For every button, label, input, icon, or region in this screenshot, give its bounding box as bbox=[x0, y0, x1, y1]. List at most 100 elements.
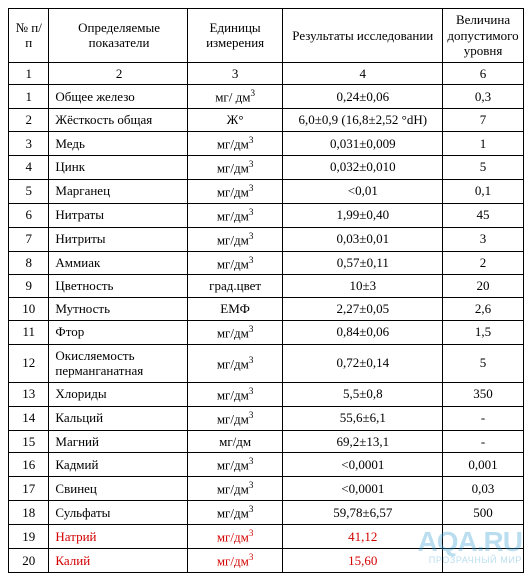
cell-result: 6,0±0,9 (16,8±2,52 °dH) bbox=[283, 109, 443, 132]
cell-num: 13 bbox=[9, 382, 49, 406]
cell-num: 16 bbox=[9, 453, 49, 477]
cell-num: 12 bbox=[9, 344, 49, 382]
cell-num: 17 bbox=[9, 477, 49, 501]
cell-num: 19 bbox=[9, 524, 49, 548]
cell-unit: мг/дм3 bbox=[187, 179, 283, 203]
cell-limit: 1 bbox=[443, 131, 524, 155]
cell-unit: мг/дм3 bbox=[187, 501, 283, 525]
table-row: 3Медьмг/дм30,031±0,0091 bbox=[9, 131, 524, 155]
cell-result: 69,2±13,1 bbox=[283, 430, 443, 453]
cell-unit: мг/дм3 bbox=[187, 382, 283, 406]
table-row: 13Хлоридымг/дм35,5±0,8350 bbox=[9, 382, 524, 406]
cell-unit: мг/дм3 bbox=[187, 548, 283, 572]
cell-result: 0,24±0,06 bbox=[283, 85, 443, 109]
cell-unit: мг/дм3 bbox=[187, 227, 283, 251]
cell-result: 0,031±0,009 bbox=[283, 131, 443, 155]
cell-unit: мг/дм3 bbox=[187, 477, 283, 501]
cell-limit: 0,001 bbox=[443, 453, 524, 477]
cell-limit: 500 bbox=[443, 501, 524, 525]
cell-unit: ЕМФ bbox=[187, 298, 283, 321]
cell-limit: 0,03 bbox=[443, 477, 524, 501]
header-param: Определяемые показатели bbox=[49, 9, 187, 63]
cell-num: 6 bbox=[9, 203, 49, 227]
cell-unit: мг/дм3 bbox=[187, 406, 283, 430]
cell-param: Нитраты bbox=[49, 203, 187, 227]
results-table: № п/п Определяемые показатели Единицы из… bbox=[8, 8, 524, 573]
table-row: 17Свинецмг/дм3<0,00010,03 bbox=[9, 477, 524, 501]
cell-result: <0,01 bbox=[283, 179, 443, 203]
cell-param: Кальций bbox=[49, 406, 187, 430]
cell-param: Кадмий bbox=[49, 453, 187, 477]
cell-param: Свинец bbox=[49, 477, 187, 501]
table-row: 19Натриймг/дм341,12 bbox=[9, 524, 524, 548]
cell-limit bbox=[443, 524, 524, 548]
cell-result: <0,0001 bbox=[283, 477, 443, 501]
cell-limit bbox=[443, 548, 524, 572]
cell-limit: 2 bbox=[443, 251, 524, 275]
cell-unit: мг/дм3 bbox=[187, 155, 283, 179]
table-row: 4Цинкмг/дм30,032±0,0105 bbox=[9, 155, 524, 179]
cell-param: Фтор bbox=[49, 320, 187, 344]
cell-unit: град.цвет bbox=[187, 275, 283, 298]
cell-result: 15,60 bbox=[283, 548, 443, 572]
cell-num: 1 bbox=[9, 85, 49, 109]
cell-result: 2,27±0,05 bbox=[283, 298, 443, 321]
cell-limit: 5 bbox=[443, 344, 524, 382]
cell-num: 20 bbox=[9, 548, 49, 572]
numrow-4: 4 bbox=[283, 62, 443, 85]
cell-num: 15 bbox=[9, 430, 49, 453]
table-row: 7Нитритымг/дм30,03±0,013 bbox=[9, 227, 524, 251]
cell-limit: 2,6 bbox=[443, 298, 524, 321]
cell-limit: 5 bbox=[443, 155, 524, 179]
cell-num: 10 bbox=[9, 298, 49, 321]
cell-limit: 1,5 bbox=[443, 320, 524, 344]
header-result: Результаты исследовании bbox=[283, 9, 443, 63]
numrow-1: 1 bbox=[9, 62, 49, 85]
table-row: 5Марганецмг/дм3<0,010,1 bbox=[9, 179, 524, 203]
cell-param: Магний bbox=[49, 430, 187, 453]
header-num: № п/п bbox=[9, 9, 49, 63]
cell-unit: мг/дм3 bbox=[187, 453, 283, 477]
header-row: № п/п Определяемые показатели Единицы из… bbox=[9, 9, 524, 63]
table-body: 1Общее железомг/ дм30,24±0,060,32Жёсткос… bbox=[9, 85, 524, 572]
cell-unit: мг/дм3 bbox=[187, 131, 283, 155]
cell-param: Нитриты bbox=[49, 227, 187, 251]
table-row: 11Фтормг/дм30,84±0,061,5 bbox=[9, 320, 524, 344]
cell-num: 4 bbox=[9, 155, 49, 179]
table-row: 20Калиймг/дм315,60 bbox=[9, 548, 524, 572]
cell-limit: 350 bbox=[443, 382, 524, 406]
table-row: 8Аммиакмг/дм30,57±0,112 bbox=[9, 251, 524, 275]
cell-num: 14 bbox=[9, 406, 49, 430]
cell-result: 0,84±0,06 bbox=[283, 320, 443, 344]
cell-param: Общее железо bbox=[49, 85, 187, 109]
cell-unit: мг/дм3 bbox=[187, 251, 283, 275]
numbering-row: 1 2 3 4 6 bbox=[9, 62, 524, 85]
cell-result: 5,5±0,8 bbox=[283, 382, 443, 406]
header-unit: Единицы измерения bbox=[187, 9, 283, 63]
cell-limit: 7 bbox=[443, 109, 524, 132]
cell-num: 9 bbox=[9, 275, 49, 298]
cell-limit: 20 bbox=[443, 275, 524, 298]
cell-num: 5 bbox=[9, 179, 49, 203]
cell-limit: 45 bbox=[443, 203, 524, 227]
cell-result: 0,72±0,14 bbox=[283, 344, 443, 382]
cell-result: 1,99±0,40 bbox=[283, 203, 443, 227]
cell-param: Цинк bbox=[49, 155, 187, 179]
cell-param: Марганец bbox=[49, 179, 187, 203]
cell-unit: мг/дм3 bbox=[187, 203, 283, 227]
cell-limit: 0,3 bbox=[443, 85, 524, 109]
cell-param: Цветность bbox=[49, 275, 187, 298]
cell-param: Хлориды bbox=[49, 382, 187, 406]
cell-limit: - bbox=[443, 406, 524, 430]
cell-param: Сульфаты bbox=[49, 501, 187, 525]
cell-param: Аммиак bbox=[49, 251, 187, 275]
cell-result: 10±3 bbox=[283, 275, 443, 298]
table-row: 10МутностьЕМФ2,27±0,052,6 bbox=[9, 298, 524, 321]
cell-num: 7 bbox=[9, 227, 49, 251]
table-row: 6Нитратымг/дм31,99±0,4045 bbox=[9, 203, 524, 227]
table-row: 18Сульфатымг/дм359,78±6,57500 bbox=[9, 501, 524, 525]
cell-unit: мг/дм3 bbox=[187, 344, 283, 382]
table-row: 9Цветностьград.цвет10±320 bbox=[9, 275, 524, 298]
cell-unit: мг/дм3 bbox=[187, 524, 283, 548]
cell-param: Калий bbox=[49, 548, 187, 572]
